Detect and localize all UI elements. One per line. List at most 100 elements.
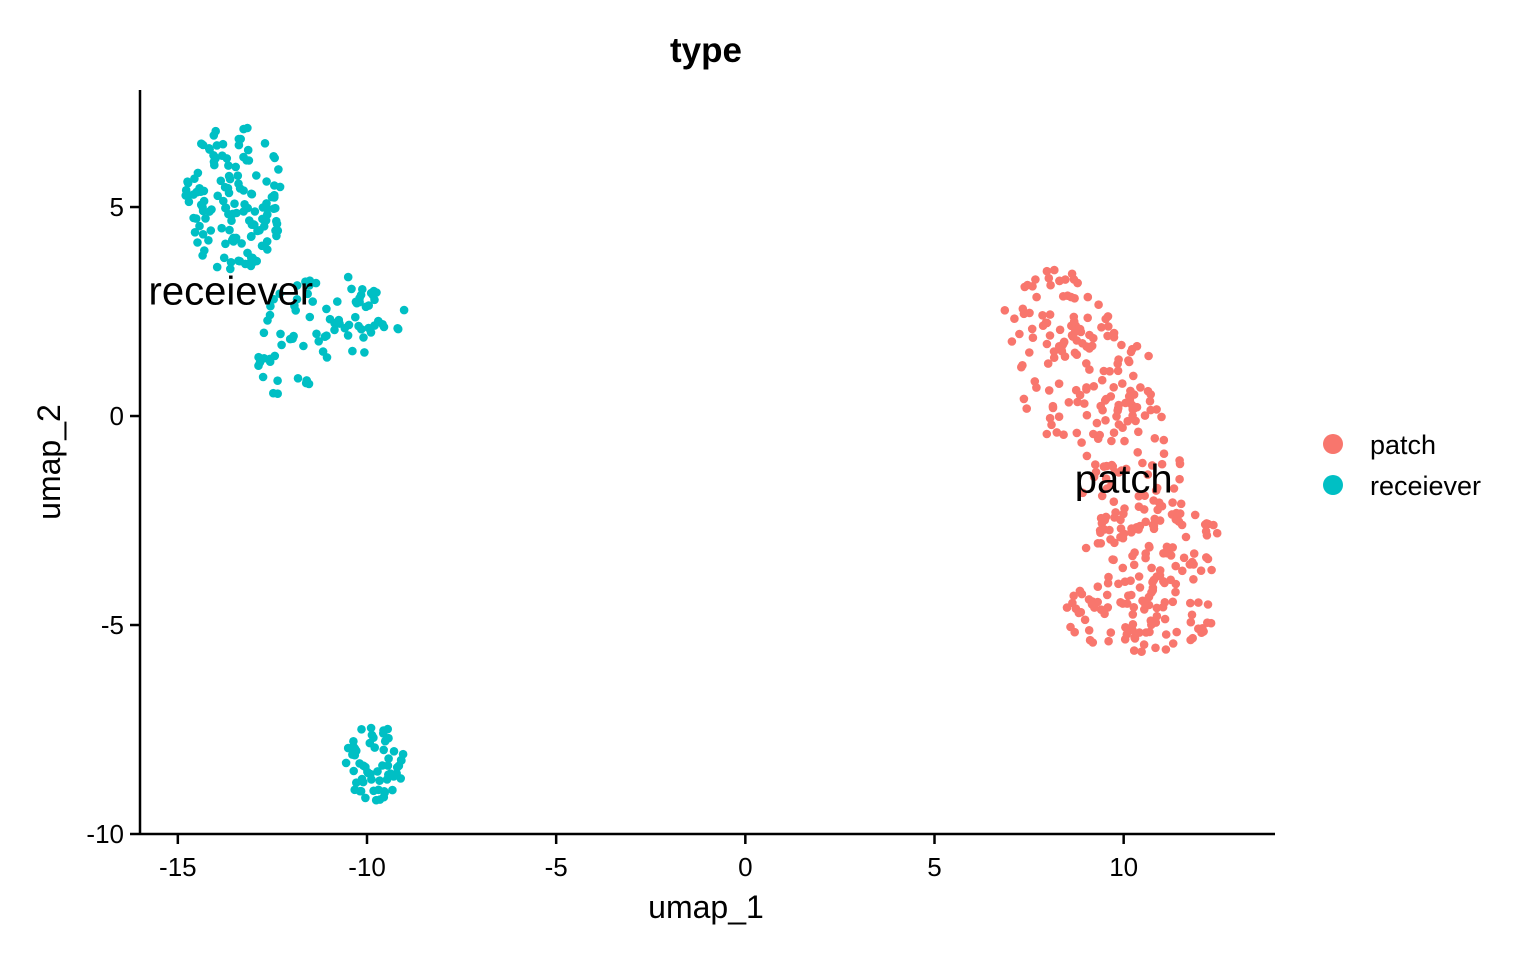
data-point-patch [1206, 618, 1216, 628]
data-point-patch [1073, 397, 1082, 407]
data-point-receiever [221, 239, 230, 249]
data-point-receiever [220, 182, 230, 192]
x-axis-title: umap_1 [648, 889, 764, 925]
data-point-patch [1055, 325, 1065, 335]
data-point-receiever [254, 352, 263, 362]
legend-marker-patch [1323, 434, 1343, 454]
data-point-receiever [231, 162, 240, 172]
data-point-patch [1145, 627, 1154, 637]
data-point-patch [1133, 448, 1142, 457]
data-point-patch [1103, 603, 1113, 612]
data-point-patch [1168, 639, 1178, 648]
data-point-receiever [272, 219, 282, 229]
data-point-patch [1081, 543, 1091, 553]
data-point-patch [1171, 561, 1180, 571]
y-tick-label: 5 [110, 192, 124, 222]
data-point-receiever [260, 139, 270, 148]
data-point-patch [1015, 329, 1024, 339]
data-point-receiever [369, 286, 379, 296]
data-point-receiever [347, 284, 356, 294]
data-point-receiever [292, 281, 302, 290]
data-point-patch [1031, 275, 1040, 284]
data-point-patch [1147, 563, 1156, 573]
data-point-patch [1168, 597, 1178, 607]
data-point-receiever [200, 246, 209, 255]
data-point-patch [1097, 491, 1107, 501]
data-point-patch [1111, 508, 1120, 517]
data-point-patch [1087, 600, 1097, 609]
data-point-receiever [364, 323, 373, 333]
data-point-patch [1073, 278, 1082, 288]
data-point-patch [1018, 361, 1027, 370]
data-point-receiever [210, 160, 219, 170]
data-point-patch [1196, 566, 1206, 575]
data-point-receiever [242, 156, 251, 165]
data-point-patch [1127, 590, 1136, 600]
data-point-patch [1109, 555, 1118, 565]
data-point-patch [1054, 412, 1064, 422]
data-point-patch [1134, 427, 1143, 437]
data-point-patch [1018, 304, 1028, 314]
data-point-patch [1095, 430, 1104, 440]
data-point-patch [1186, 598, 1195, 608]
data-point-receiever [192, 187, 202, 197]
data-point-patch [1137, 647, 1146, 656]
data-point-patch [1151, 643, 1160, 653]
data-point-patch [1078, 488, 1087, 498]
data-point-patch [1082, 410, 1092, 420]
data-point-receiever [275, 289, 285, 299]
data-point-receiever [396, 774, 406, 783]
data-point-patch [1000, 306, 1010, 315]
data-point-patch [1099, 462, 1109, 471]
data-point-patch [1082, 383, 1091, 392]
data-point-receiever [343, 331, 353, 340]
data-point-patch [1178, 566, 1187, 576]
data-point-patch [1109, 428, 1119, 438]
data-point-receiever [384, 754, 393, 763]
data-point-patch [1052, 428, 1062, 437]
data-point-patch [1175, 456, 1184, 465]
data-point-patch [1118, 423, 1127, 433]
data-point-receiever [249, 220, 258, 229]
data-point-patch [1194, 598, 1203, 607]
data-point-receiever [250, 207, 260, 216]
data-point-receiever [274, 165, 283, 174]
data-point-receiever [219, 253, 229, 263]
data-point-patch [1048, 401, 1058, 411]
data-point-patch [1168, 498, 1177, 507]
data-point-receiever [389, 772, 399, 781]
data-point-receiever [225, 225, 234, 235]
data-point-patch [1150, 434, 1160, 443]
data-point-patch [1152, 603, 1162, 613]
data-point-patch [1106, 628, 1116, 637]
data-point-patch [1007, 337, 1017, 346]
data-point-receiever [351, 312, 360, 322]
y-axis-title: umap_2 [31, 404, 67, 520]
data-point-receiever [396, 755, 406, 765]
data-point-patch [1121, 623, 1130, 632]
data-point-patch [1117, 466, 1126, 475]
data-point-patch [1148, 586, 1158, 595]
data-point-patch [1120, 436, 1129, 446]
y-tick-label: -5 [101, 610, 124, 640]
data-point-receiever [234, 134, 244, 144]
data-point-receiever [197, 139, 206, 148]
legend-label-patch: patch [1370, 430, 1436, 460]
data-point-patch [1138, 458, 1147, 468]
data-point-patch [1082, 359, 1091, 368]
data-point-receiever [247, 189, 257, 199]
data-point-receiever [370, 743, 380, 752]
data-point-patch [1077, 438, 1086, 447]
data-point-patch [1059, 430, 1068, 440]
data-point-receiever [198, 230, 208, 239]
data-point-receiever [341, 758, 351, 768]
data-point-receiever [292, 295, 302, 304]
x-tick-label: 10 [1109, 852, 1138, 882]
data-point-patch [1025, 308, 1034, 318]
data-point-patch [1186, 617, 1196, 627]
data-point-receiever [269, 388, 278, 398]
data-point-receiever [322, 304, 331, 314]
data-point-receiever [379, 745, 389, 755]
data-point-patch [1207, 565, 1216, 575]
data-point-patch [1097, 323, 1106, 332]
